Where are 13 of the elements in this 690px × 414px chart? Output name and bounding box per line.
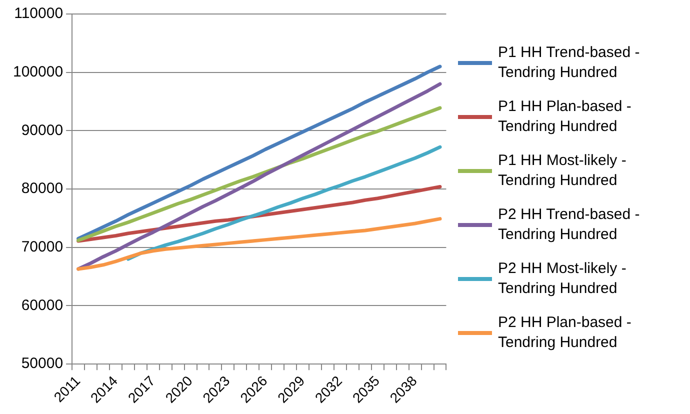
y-tick-label: 90000 xyxy=(21,122,64,139)
y-tick-label: 100000 xyxy=(12,63,64,80)
legend-label: P1 HH Trend-based - Tendring Hundred xyxy=(498,43,641,83)
legend-label: P1 HH Plan-based - Tendring Hundred xyxy=(498,97,632,137)
y-tick-label: 60000 xyxy=(21,296,64,314)
legend-label: P1 HH Most-likely - Tendring Hundred xyxy=(498,151,628,191)
legend-label: P2 HH Plan-based - Tendring Hundred xyxy=(498,313,632,353)
y-tick-label: 110000 xyxy=(14,5,64,22)
y-tick-label: 80000 xyxy=(21,180,64,198)
y-tick-label: 70000 xyxy=(21,238,64,256)
legend-label: P2 HH Trend-based - Tendring Hundred xyxy=(498,205,641,245)
y-tick-label: 50000 xyxy=(21,355,64,372)
legend-label: P2 HH Most-likely - Tendring Hundred xyxy=(498,259,628,299)
